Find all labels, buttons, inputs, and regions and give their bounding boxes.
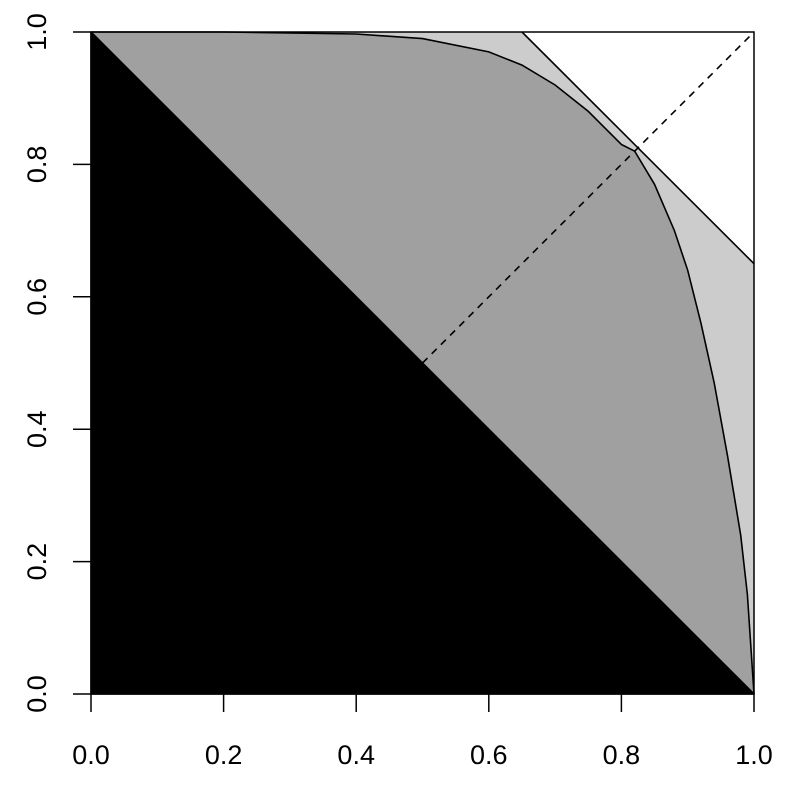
y-tick-label-4: 0.8 [22, 146, 52, 184]
x-axis: 0.0 0.2 0.4 0.6 0.8 1.0 [72, 693, 773, 770]
line-3 [91, 31, 755, 695]
x-tick-label-3: 0.6 [470, 740, 508, 770]
y-tick-label-0: 0.0 [22, 675, 52, 713]
x-tick-label-0: 0.0 [72, 740, 110, 770]
y-tick-label-3: 0.6 [22, 278, 52, 316]
x-tick-label-1: 0.2 [205, 740, 243, 770]
line-1 [421, 31, 755, 364]
y-axis: 0.0 0.2 0.4 0.6 0.8 1.0 [22, 13, 92, 713]
line-2 [90, 31, 755, 695]
y-tick-label-2: 0.4 [22, 410, 52, 448]
y-tick-label-5: 1.0 [22, 13, 52, 51]
x-tick-label-5: 1.0 [735, 740, 773, 770]
chart-lines [90, 31, 755, 695]
x-tick-label-2: 0.4 [337, 740, 375, 770]
y-tick-label-1: 0.2 [22, 543, 52, 581]
x-tick-label-4: 0.8 [603, 740, 641, 770]
